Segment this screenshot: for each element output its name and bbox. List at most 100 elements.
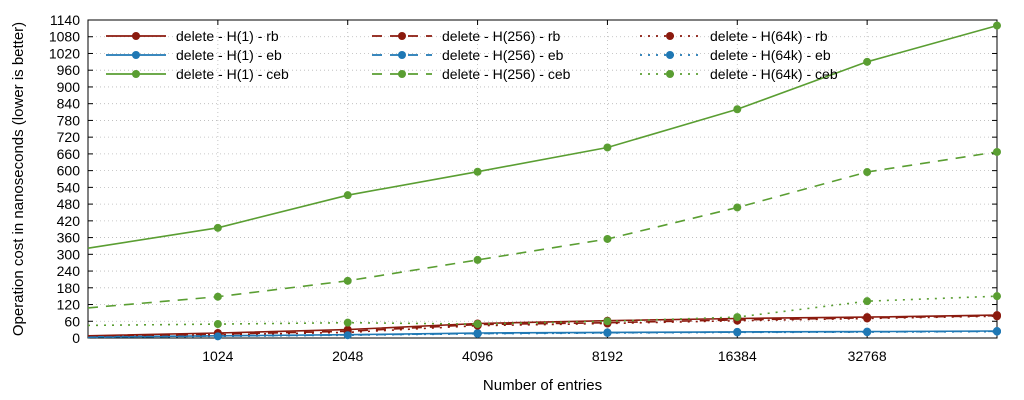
legend-item: delete - H(256) - rb (372, 28, 560, 44)
data-point (863, 57, 872, 66)
legend-marker (398, 51, 406, 59)
data-point (603, 143, 612, 152)
data-point (603, 328, 612, 337)
legend-label: delete - H(256) - rb (442, 28, 560, 44)
data-point (993, 312, 1001, 321)
data-point (733, 203, 742, 212)
data-point (473, 320, 482, 329)
x-tick-label: 4096 (462, 348, 493, 364)
legend-item: delete - H(256) - ceb (372, 66, 571, 82)
legend-marker (398, 32, 406, 40)
series-line (87, 314, 998, 338)
y-tick-label: 360 (57, 230, 81, 246)
series-7 (87, 327, 1001, 341)
y-tick-label: 0 (72, 330, 80, 346)
axis-ticks: 0601201802403003604204805406006607207808… (49, 12, 997, 364)
data-point (603, 234, 612, 243)
legend-label: delete - H(1) - ceb (176, 66, 289, 82)
legend-item: delete - H(64k) - rb (640, 28, 828, 44)
y-tick-label: 1080 (49, 29, 80, 45)
data-point (343, 191, 352, 200)
y-tick-label: 780 (57, 112, 81, 128)
series-5 (87, 147, 1001, 309)
y-tick-label: 540 (57, 179, 81, 195)
data-point (993, 292, 1001, 301)
grid (88, 20, 997, 338)
y-tick-label: 660 (57, 146, 81, 162)
y-tick-label: 900 (57, 79, 81, 95)
data-point (213, 320, 222, 329)
series-line (87, 151, 998, 309)
y-tick-label: 240 (57, 263, 81, 279)
x-tick-label: 16384 (718, 348, 757, 364)
legend-item: delete - H(256) - eb (372, 47, 564, 63)
x-tick-label: 8192 (592, 348, 623, 364)
legend-item: delete - H(64k) - ceb (640, 66, 838, 82)
y-tick-label: 60 (64, 313, 80, 329)
data-point (733, 313, 742, 322)
data-point (473, 329, 482, 338)
x-tick-label: 2048 (332, 348, 363, 364)
data-point (473, 167, 482, 176)
data-point (733, 105, 742, 114)
legend-label: delete - H(64k) - eb (710, 47, 831, 63)
legend: delete - H(1) - rb delete - H(1) - eb dele… (106, 28, 838, 82)
data-point (213, 292, 222, 301)
legend-marker (132, 51, 140, 59)
data-point (863, 297, 872, 306)
legend-item: delete - H(1) - rb (106, 28, 279, 44)
x-tick-label: 32768 (848, 348, 887, 364)
legend-marker (666, 51, 674, 59)
y-axis-title: Operation cost in nanoseconds (lower is … (10, 22, 27, 336)
y-tick-label: 840 (57, 96, 81, 112)
y-tick-label: 600 (57, 163, 81, 179)
legend-marker (398, 70, 406, 78)
x-axis-title: Number of entries (483, 377, 602, 394)
plot-frame (87, 19, 998, 339)
legend-marker (666, 32, 674, 40)
legend-marker (132, 70, 140, 78)
y-tick-label: 420 (57, 213, 81, 229)
data-point (603, 317, 612, 326)
legend-marker (132, 32, 140, 40)
y-tick-label: 1020 (49, 45, 80, 61)
y-tick-label: 480 (57, 196, 81, 212)
y-tick-label: 960 (57, 62, 81, 78)
legend-label: delete - H(64k) - ceb (710, 66, 838, 82)
legend-item: delete - H(1) - ceb (106, 66, 289, 82)
data-point (213, 223, 222, 232)
series-8 (87, 292, 1001, 329)
data-point (343, 318, 352, 327)
legend-item: delete - H(64k) - eb (640, 47, 831, 63)
legend-label: delete - H(64k) - rb (710, 28, 828, 44)
y-tick-label: 300 (57, 246, 81, 262)
series-line (87, 314, 998, 337)
series-line (87, 330, 998, 338)
legend-label: delete - H(256) - ceb (442, 66, 571, 82)
y-tick-label: 1140 (50, 12, 80, 28)
data-point (733, 328, 742, 337)
legend-label: delete - H(1) - rb (176, 28, 279, 44)
y-tick-label: 120 (57, 297, 81, 313)
data-point (213, 332, 222, 341)
data-point (863, 328, 872, 337)
series-6 (87, 312, 1001, 339)
series-lines (87, 21, 1001, 341)
data-point (863, 314, 872, 323)
legend-marker (666, 70, 674, 78)
legend-label: delete - H(1) - eb (176, 47, 282, 63)
series-2 (87, 21, 1001, 249)
data-point (863, 168, 872, 177)
data-point (343, 331, 352, 340)
data-point (473, 255, 482, 264)
x-tick-label: 1024 (202, 348, 233, 364)
legend-item: delete - H(1) - eb (106, 47, 282, 63)
data-point (343, 276, 352, 285)
legend-label: delete - H(256) - eb (442, 47, 564, 63)
data-point (993, 21, 1001, 30)
y-tick-label: 720 (57, 129, 81, 145)
y-tick-label: 180 (57, 280, 81, 296)
data-point (993, 327, 1001, 336)
data-point (993, 147, 1001, 156)
